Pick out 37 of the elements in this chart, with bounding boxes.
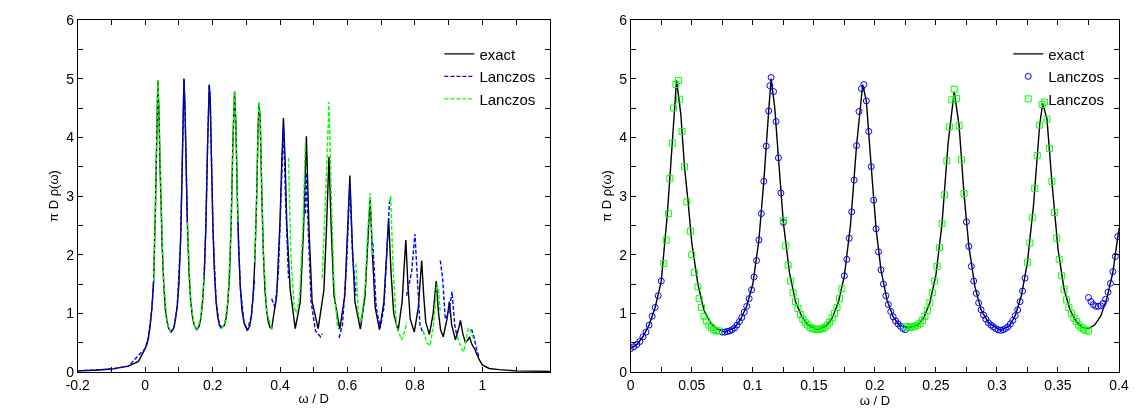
legend-label: Lanczos <box>479 90 536 108</box>
x-axis-title: ω / D <box>859 392 891 408</box>
x-tick-label: 0.6 <box>337 376 358 393</box>
y-tick-label: 5 <box>619 70 628 87</box>
legend-label: Lanczos <box>1048 90 1105 108</box>
y-tick-label: 2 <box>619 246 628 263</box>
x-tick-label: 0 <box>141 376 150 393</box>
y-tick-label: 1 <box>66 305 75 322</box>
y-tick-label: 2 <box>66 246 75 263</box>
x-tick-label: 0.15 <box>800 376 828 393</box>
y-tick-label: 3 <box>66 187 75 204</box>
legend-label: exact <box>1048 45 1085 63</box>
y-tick-label: 4 <box>619 129 628 146</box>
y-tick-label: 3 <box>619 187 628 204</box>
legend-label: Lanczos <box>1048 68 1105 86</box>
x-axis-title: ω / D <box>298 391 329 407</box>
legend-label: exact <box>479 45 517 63</box>
x-tick-label: 0.2 <box>202 376 223 393</box>
y-tick-label: 5 <box>66 70 75 87</box>
y-axis-title: π D ρ(ω) <box>599 170 615 222</box>
legend-label: Lanczos <box>479 68 536 86</box>
x-tick-label: 0.25 <box>922 376 950 393</box>
y-tick-label: 6 <box>619 11 628 28</box>
x-tick-label: 0.4 <box>1109 376 1129 393</box>
y-tick-label: 0 <box>619 363 628 380</box>
x-tick-label: 0.05 <box>678 376 706 393</box>
x-tick-label: 0.8 <box>405 376 425 393</box>
x-tick-label: 0.35 <box>1044 376 1072 393</box>
x-tick-label: 0.4 <box>270 376 291 393</box>
y-tick-label: 4 <box>66 129 75 146</box>
y-tick-label: 6 <box>66 11 75 28</box>
y-tick-label: 1 <box>619 305 628 322</box>
x-tick-label: 0.2 <box>865 376 885 393</box>
y-axis-title: π D ρ(ω) <box>46 170 62 222</box>
x-tick-label: 0.3 <box>987 376 1007 393</box>
x-tick-label: 1 <box>478 376 487 393</box>
x-tick-label: 0.1 <box>743 376 763 393</box>
